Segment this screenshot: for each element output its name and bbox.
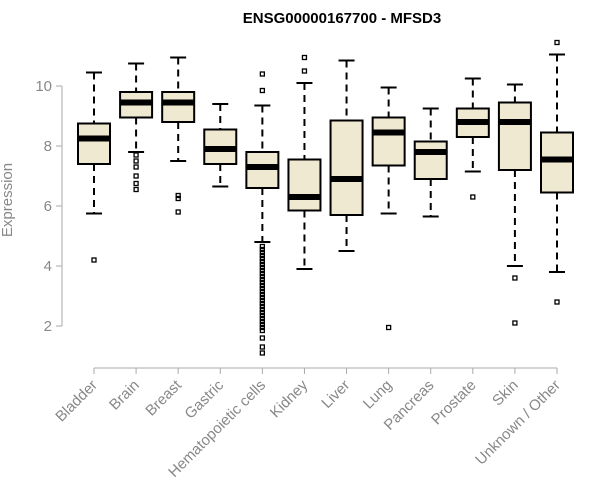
- outlier-point: [259, 270, 266, 277]
- box-bladder: [77, 71, 111, 263]
- y-tick-label: 10: [35, 78, 52, 95]
- outlier-point: [301, 68, 308, 74]
- outlier-point: [259, 261, 266, 268]
- box-kidney: [287, 54, 322, 270]
- outlier-point: [259, 282, 266, 289]
- outlier-point: [259, 267, 266, 274]
- outlier-point: [259, 309, 266, 316]
- outlier-point: [259, 87, 266, 94]
- x-category-label: Brain: [106, 377, 143, 414]
- outlier-point: [259, 288, 266, 295]
- outlier-point: [259, 264, 266, 271]
- box-body: [77, 122, 111, 165]
- outlier-point: [259, 246, 266, 253]
- outlier-point: [259, 321, 266, 328]
- box-body: [329, 119, 364, 216]
- box-brain: [119, 62, 154, 193]
- outlier-point: [259, 324, 266, 331]
- outlier-point: [259, 285, 266, 292]
- outlier-point: [133, 158, 139, 164]
- x-category-label: Liver: [318, 377, 353, 412]
- chart-title: ENSG00000167700 - MFSD3: [243, 10, 441, 27]
- box-unknown-other: [540, 39, 574, 305]
- outlier-point: [259, 306, 266, 313]
- outlier-point: [259, 350, 266, 356]
- box-body: [371, 116, 406, 167]
- outlier-point: [259, 335, 266, 341]
- box-hematopoietic-cells: [245, 71, 280, 356]
- outlier-point: [554, 299, 560, 305]
- outlier-point: [133, 164, 139, 170]
- outlier-point: [133, 180, 139, 187]
- box-series: [77, 39, 574, 356]
- x-category-label: Skin: [489, 377, 522, 410]
- y-tick-label: 2: [44, 318, 52, 335]
- x-category-label: Breast: [142, 376, 185, 419]
- outlier-point: [259, 255, 266, 262]
- outlier-point: [175, 192, 181, 199]
- outlier-point: [259, 273, 266, 280]
- x-category-label: Bladder: [52, 377, 101, 426]
- box-body: [287, 158, 322, 212]
- outlier-point: [133, 152, 139, 158]
- outlier-point: [175, 195, 181, 202]
- outlier-point: [259, 344, 266, 350]
- outlier-point: [385, 324, 392, 331]
- outlier-point: [259, 276, 266, 283]
- box-lung: [371, 86, 406, 331]
- outlier-point: [133, 173, 139, 179]
- outlier-point: [259, 303, 266, 310]
- outlier-point: [259, 291, 266, 298]
- box-pancreas: [413, 107, 448, 218]
- outlier-point: [512, 320, 518, 326]
- box-body: [413, 140, 448, 180]
- x-category-label: Prostate: [428, 377, 480, 429]
- box-skin: [497, 83, 532, 326]
- box-gastric: [203, 103, 238, 188]
- outlier-point: [259, 315, 266, 322]
- box-body: [497, 101, 532, 171]
- outlier-point: [259, 327, 266, 334]
- outlier-point: [259, 279, 266, 286]
- outlier-point: [554, 39, 560, 46]
- outlier-point: [175, 209, 181, 215]
- x-category-label: Lung: [360, 377, 396, 413]
- box-liver: [329, 59, 364, 252]
- outlier-point: [259, 243, 266, 250]
- outlier-point: [133, 186, 139, 193]
- outlier-point: [470, 194, 476, 200]
- outlier-point: [259, 318, 266, 325]
- y-tick-label: 6: [44, 198, 52, 215]
- outlier-point: [259, 258, 266, 265]
- box-prostate: [455, 77, 490, 200]
- box-body: [161, 91, 196, 123]
- outlier-point: [259, 297, 266, 304]
- outlier-point: [91, 257, 97, 263]
- outlier-point: [259, 71, 266, 77]
- x-category-label: Kidney: [267, 376, 312, 421]
- outlier-point: [259, 252, 266, 259]
- y-axis: 2 4 6 8 10: [35, 78, 63, 335]
- outlier-point: [512, 275, 518, 281]
- outlier-point: [259, 294, 266, 301]
- outlier-point: [259, 249, 266, 256]
- y-axis-title: Expression: [0, 163, 16, 237]
- y-tick-label: 4: [44, 258, 52, 275]
- outlier-point: [259, 312, 266, 319]
- outlier-point: [259, 300, 266, 307]
- outlier-point: [301, 54, 308, 61]
- box-breast: [161, 56, 196, 215]
- y-tick-label: 8: [44, 138, 52, 155]
